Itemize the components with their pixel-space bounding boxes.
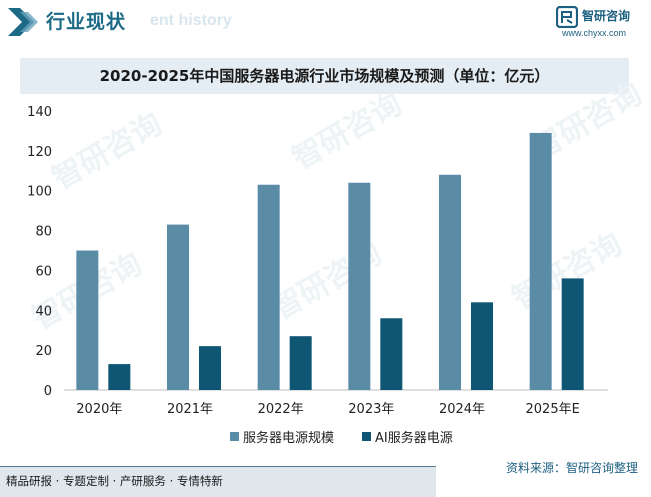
bar-server-power: [529, 132, 552, 390]
data-source: 资料来源：智研咨询整理: [506, 461, 639, 475]
y-tick-label: 0: [44, 384, 52, 399]
bar-ai-server-power: [471, 302, 493, 390]
chart-title: 2020-2025年中国服务器电源行业市场规模及预测（单位：亿元）: [20, 58, 629, 94]
bar-server-power: [439, 174, 461, 390]
bar-ai-server-power: [380, 318, 403, 390]
bar-ai-server-power: [108, 364, 131, 390]
x-tick-label: 2022年: [258, 402, 304, 417]
legend-swatch: [362, 432, 371, 441]
logo-url: www.chyxx.com: [562, 28, 627, 38]
y-tick-label: 120: [27, 145, 52, 160]
legend-label: 服务器电源规模: [243, 430, 334, 446]
bar-ai-server-power: [561, 278, 584, 390]
bar-server-power: [257, 184, 280, 390]
bar-server-power: [348, 182, 371, 390]
x-tick-label: 2024年: [439, 402, 485, 417]
bar-ai-server-power: [199, 346, 221, 390]
logo-name: 智研咨询: [582, 9, 631, 23]
footer-banner: 精品研报 · 专题定制 · 产研服务 · 专情特新: [0, 466, 436, 497]
y-tick-label: 40: [35, 304, 52, 319]
header-ghost-text: ent history: [150, 12, 232, 29]
chevron-double-icon: [8, 8, 38, 36]
section-title: 行业现状: [46, 11, 127, 33]
x-tick-label: 2023年: [348, 402, 394, 417]
x-tick-label: 2025年E: [526, 402, 580, 417]
y-tick-label: 80: [35, 225, 52, 240]
bar-server-power: [76, 250, 99, 390]
logo-icon: [556, 6, 578, 28]
bar-ai-server-power: [289, 336, 312, 390]
legend-label: AI服务器电源: [375, 430, 453, 446]
y-tick-label: 100: [27, 185, 52, 200]
legend-swatch: [230, 432, 239, 441]
bar-server-power: [167, 224, 189, 390]
y-tick-label: 140: [27, 105, 52, 120]
x-tick-label: 2020年: [76, 402, 122, 417]
page-header: ent history 行业现状 智研咨询 www.chyxx.com: [0, 0, 651, 44]
x-tick-label: 2021年: [167, 402, 213, 417]
y-tick-label: 60: [35, 264, 52, 279]
y-tick-label: 20: [35, 344, 52, 359]
footer-slogan: 精品研报 · 专题定制 · 产研服务 · 专情特新: [6, 474, 223, 488]
